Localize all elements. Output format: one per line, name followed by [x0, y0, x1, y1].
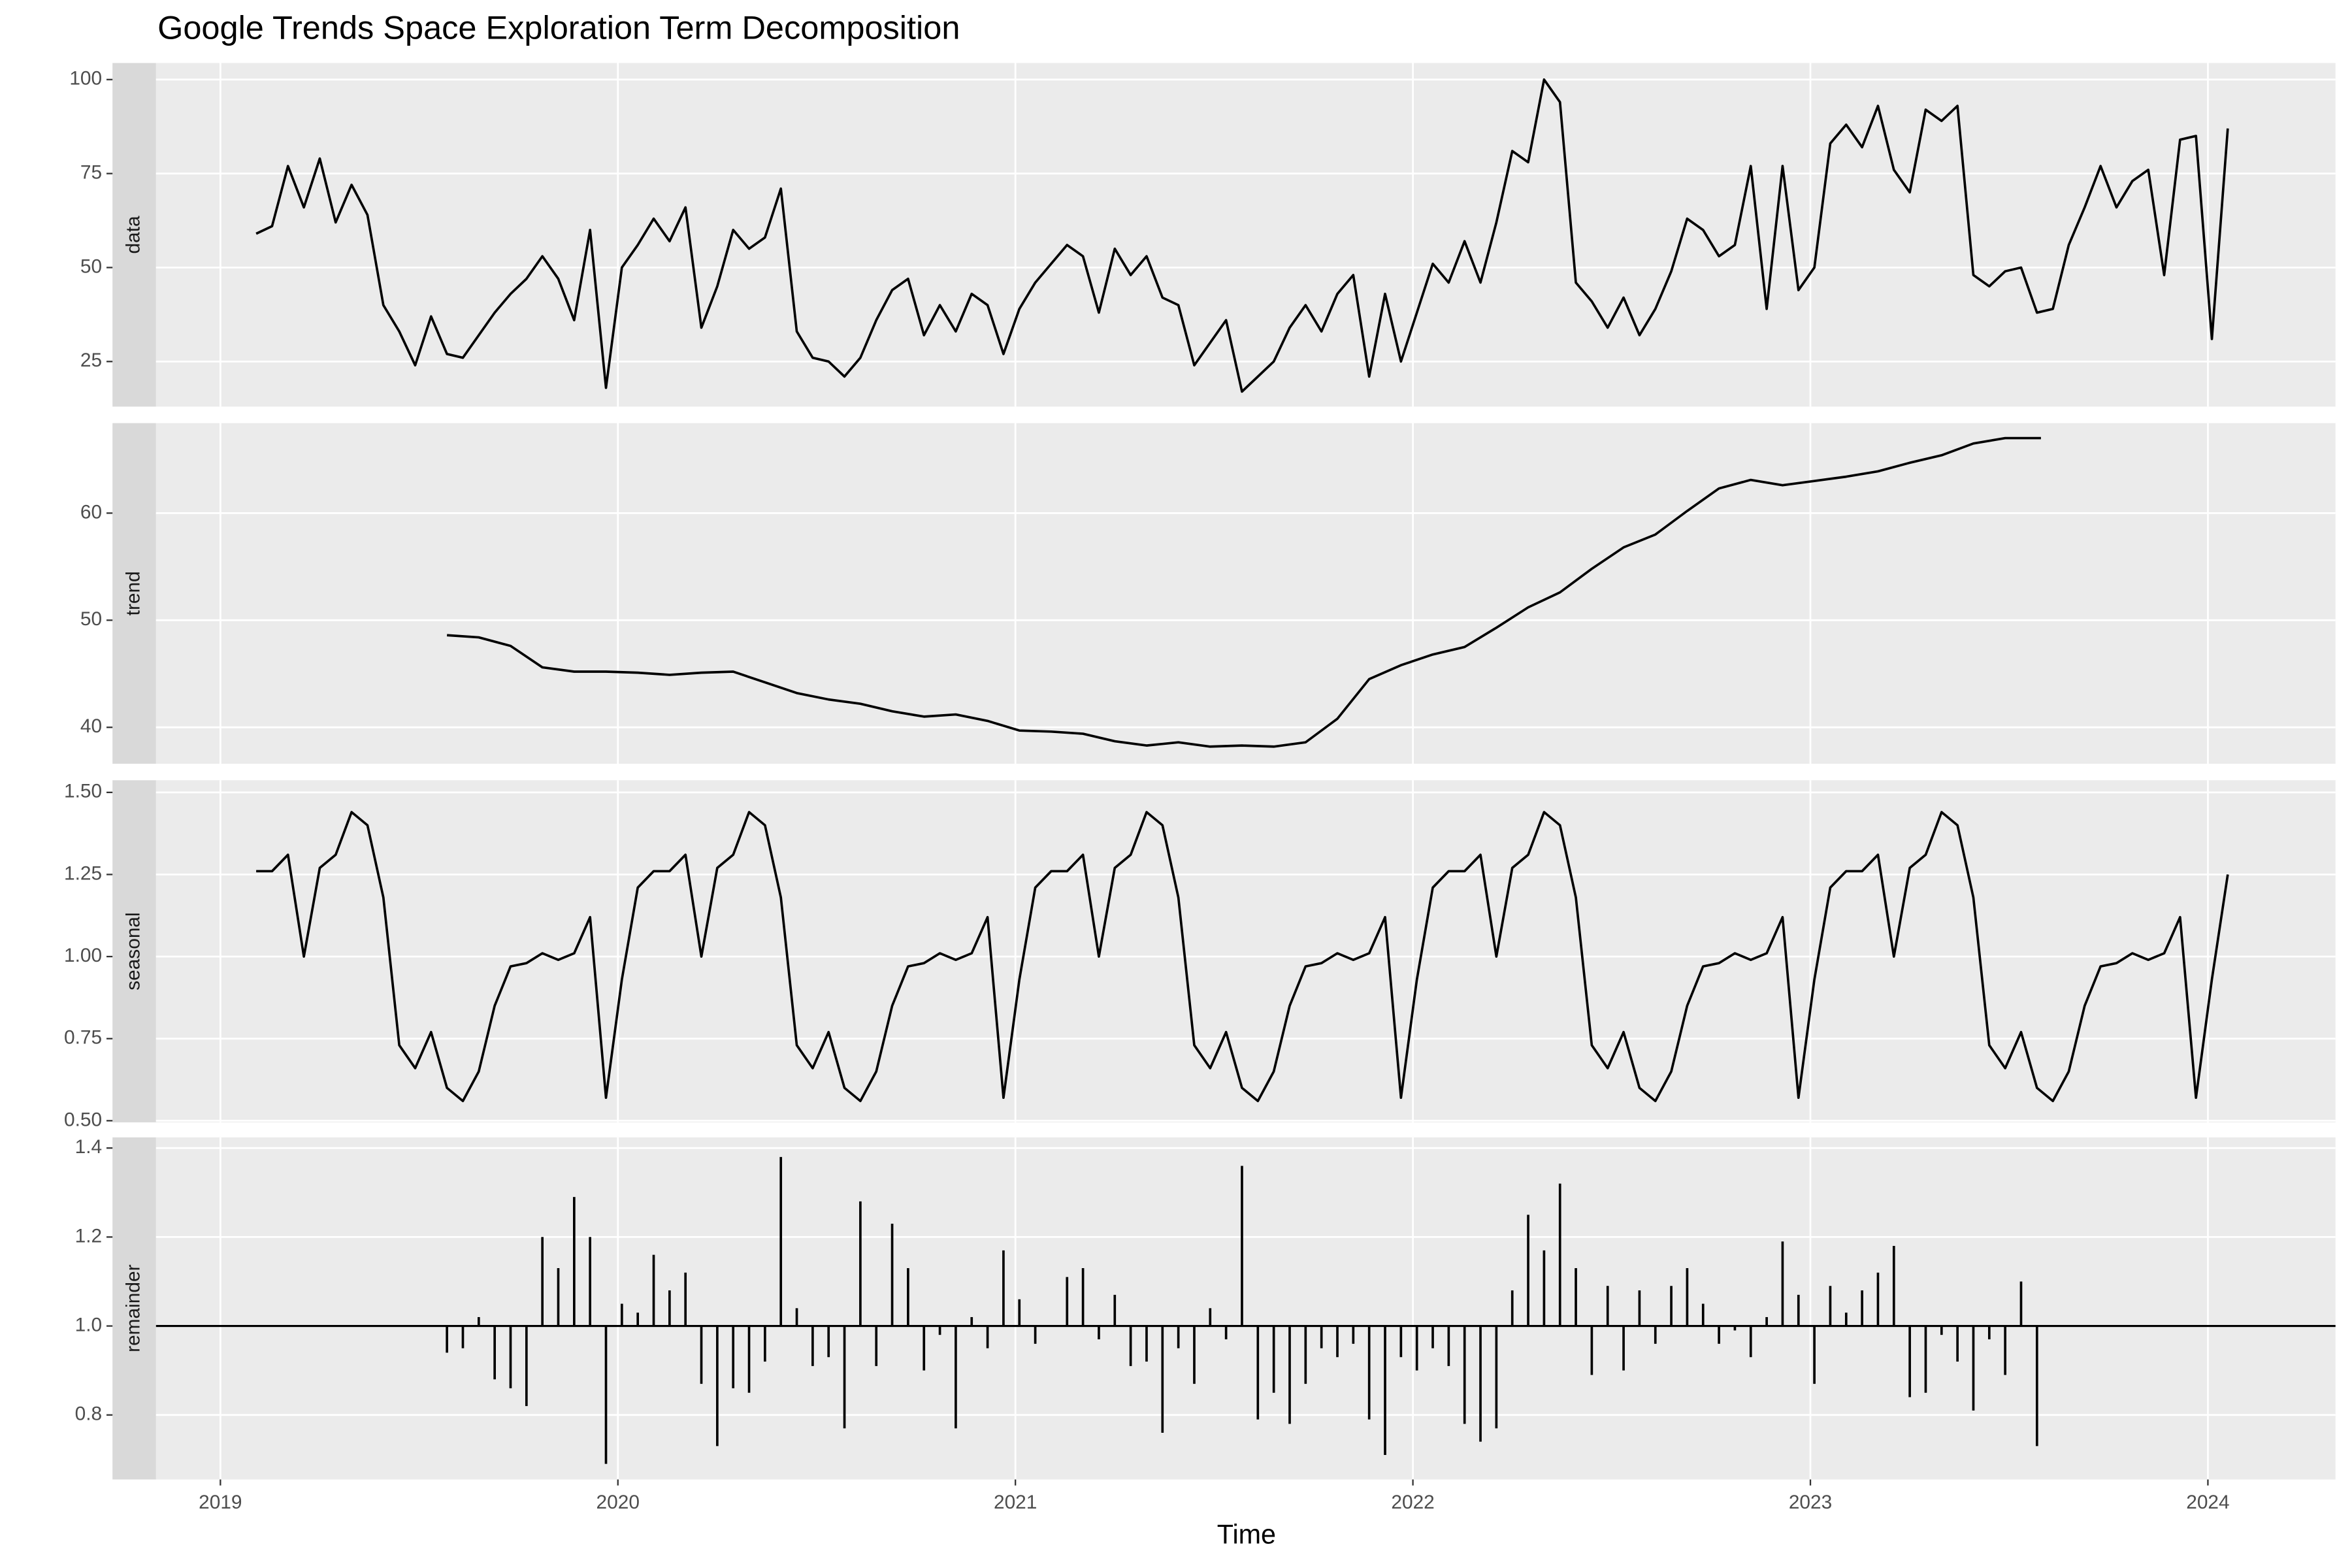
- x-tick-label: 2021: [994, 1492, 1037, 1513]
- strip: [112, 780, 156, 1122]
- y-tick-label: 1.0: [75, 1314, 102, 1335]
- x-tick-label: 2022: [1391, 1492, 1434, 1513]
- panel-background: [155, 63, 2336, 407]
- y-tick-label: 25: [80, 350, 102, 371]
- x-tick-label: 2023: [1789, 1492, 1832, 1513]
- y-tick-label: 1.2: [75, 1225, 102, 1247]
- y-tick-label: 0.75: [64, 1027, 102, 1049]
- x-tick-label: 2024: [2186, 1492, 2229, 1513]
- y-tick-label: 75: [80, 162, 102, 184]
- strip: [112, 63, 156, 407]
- y-tick-label: 1.50: [64, 781, 102, 802]
- panel-background: [155, 1137, 2336, 1480]
- x-tick-label: 2020: [596, 1492, 640, 1513]
- strip-label: seasonal: [122, 912, 144, 990]
- panel-background: [155, 423, 2336, 764]
- strip-label: data: [122, 216, 144, 253]
- y-tick-label: 1.25: [64, 862, 102, 884]
- y-tick-label: 60: [80, 501, 102, 523]
- x-axis-title: Time: [1217, 1520, 1276, 1550]
- strip-label: remainder: [122, 1264, 144, 1352]
- panel-background: [155, 780, 2336, 1122]
- series-line: [255, 78, 2229, 393]
- y-tick-label: 1.4: [75, 1136, 102, 1158]
- strip: [112, 1137, 156, 1480]
- chart-title: Google Trends Space Exploration Term Dec…: [157, 8, 960, 46]
- y-tick-label: 1.00: [64, 945, 102, 966]
- series-line: [256, 811, 2229, 1103]
- y-tick-label: 0.50: [64, 1109, 102, 1130]
- strip: [112, 423, 156, 764]
- strip-label: trend: [122, 571, 144, 615]
- x-tick-label: 2019: [199, 1492, 242, 1513]
- y-tick-label: 40: [80, 715, 102, 737]
- y-tick-label: 100: [69, 68, 102, 90]
- series-line: [447, 436, 2041, 748]
- y-tick-label: 0.8: [75, 1403, 102, 1425]
- y-tick-label: 50: [80, 255, 102, 277]
- y-tick-label: 50: [80, 608, 102, 630]
